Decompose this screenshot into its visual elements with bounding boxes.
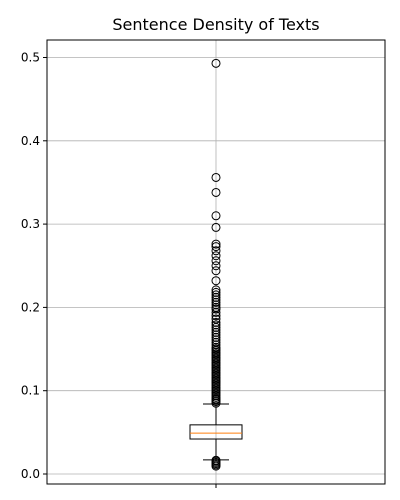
plot-area	[189, 58, 243, 471]
y-tick-label: 0.0	[21, 467, 40, 481]
outlier-point	[211, 297, 221, 307]
y-axis: 0.0 0.1 0.2 0.3 0.4 0.5	[21, 50, 217, 488]
y-tick-label: 0.1	[21, 384, 40, 398]
outlier-point	[211, 172, 221, 182]
outlier-point	[211, 455, 221, 465]
outlier-point	[211, 342, 221, 352]
outlier-point	[211, 317, 221, 327]
outlier-point	[211, 337, 221, 347]
outlier-point	[211, 256, 221, 266]
outlier-point	[211, 187, 221, 197]
outlier-point	[211, 295, 221, 305]
outlier-point	[211, 242, 221, 252]
y-tick-label: 0.2	[21, 300, 40, 314]
outlier-point	[211, 211, 221, 221]
axes-frame	[46, 39, 386, 485]
outlier-point	[211, 261, 221, 271]
outlier-point	[211, 314, 221, 324]
y-tick-label: 0.4	[21, 134, 40, 148]
outlier-point	[211, 330, 221, 340]
outlier-point	[211, 300, 221, 310]
chart-title: Sentence Density of Texts	[112, 15, 319, 34]
outlier-point	[211, 302, 221, 312]
outlier-point	[211, 327, 221, 337]
outlier-point	[211, 290, 221, 300]
outlier-point	[211, 340, 221, 350]
outlier-point	[211, 285, 221, 295]
outlier-point	[211, 292, 221, 302]
outlier-point	[211, 58, 221, 68]
outlier-point	[211, 332, 221, 342]
outlier-point	[211, 239, 221, 249]
outlier-point	[211, 246, 221, 256]
outlier-point	[211, 251, 221, 261]
outlier-point	[211, 320, 221, 330]
y-tick-label: 0.5	[21, 50, 40, 64]
outlier-point	[211, 335, 221, 345]
outlier-point	[211, 325, 221, 335]
outlier-point	[211, 222, 221, 232]
outlier-point	[211, 266, 221, 276]
outlier-point	[211, 276, 221, 286]
iqr-box	[189, 424, 243, 440]
outlier-point	[211, 307, 221, 317]
outlier-point	[211, 287, 221, 297]
y-tick-label: 0.3	[21, 217, 40, 231]
